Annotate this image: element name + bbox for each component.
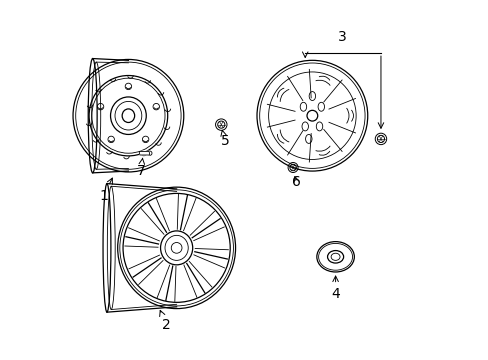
Text: 7: 7	[136, 158, 145, 178]
Text: 2: 2	[160, 310, 170, 332]
Text: 1: 1	[99, 178, 112, 203]
Text: 6: 6	[291, 175, 300, 189]
Polygon shape	[139, 152, 149, 155]
Text: 4: 4	[330, 276, 339, 301]
Text: 3: 3	[338, 30, 346, 44]
Text: 5: 5	[220, 130, 229, 148]
